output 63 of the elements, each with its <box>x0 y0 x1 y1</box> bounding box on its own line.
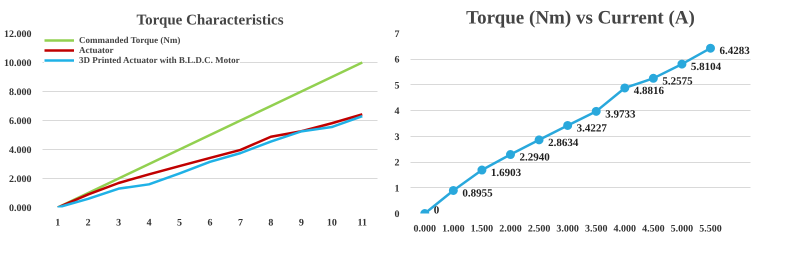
point <box>648 74 658 83</box>
point <box>592 106 601 116</box>
y-tick-label: 0 <box>394 209 400 220</box>
x-tick-label: 4.500 <box>642 224 665 234</box>
y-tick-label: 7 <box>394 29 400 40</box>
y-tick-label: 0.000 <box>9 203 32 214</box>
y-tick-label: 6.000 <box>9 116 32 127</box>
point <box>620 83 630 92</box>
data-label: 0 <box>434 204 440 216</box>
x-tick-label: 6 <box>208 218 212 228</box>
data-label: 6.4283 <box>720 45 750 58</box>
x-tick-label: 0.000 <box>414 224 436 234</box>
x-tick-label: 2.500 <box>528 224 550 234</box>
data-label: 5.8104 <box>690 61 722 74</box>
y-tick-label: 3 <box>394 132 400 143</box>
x-tick-label: 4 <box>146 218 152 228</box>
x-tick-label: 5 <box>177 218 182 228</box>
x-tick-label: 11 <box>358 218 367 228</box>
point <box>534 135 544 144</box>
data-label: 3.9733 <box>605 108 636 120</box>
y-tick-label: 1 <box>394 183 400 194</box>
data-label: 2.2940 <box>520 152 550 164</box>
y-tick-label: 12.000 <box>4 29 32 40</box>
y-tick-label: 2.000 <box>9 174 32 185</box>
chart-title: Torque (Nm) vs Current (A) <box>466 8 695 28</box>
data-label: 2.8634 <box>548 136 579 149</box>
data-label: 0.8955 <box>462 187 494 200</box>
x-tick-label: 1.000 <box>442 224 465 234</box>
y-tick-label: 10.000 <box>4 58 32 69</box>
x-tick-label: 3 <box>116 218 122 228</box>
data-label: 3.4227 <box>576 122 608 134</box>
x-tick-label: 5.000 <box>670 224 694 234</box>
x-tick-label: 7 <box>238 218 243 228</box>
x-tick-label: 1 <box>55 218 60 228</box>
data-label: 5.2575 <box>662 75 694 88</box>
x-tick-label: 9 <box>298 218 304 228</box>
x-tick-label: 5.500 <box>699 224 722 234</box>
data-label: 1.6903 <box>490 167 522 180</box>
legend-label: Commanded Torque (Nm) <box>79 35 180 45</box>
y-tick-label: 4 <box>394 106 400 118</box>
point <box>506 150 515 160</box>
point <box>477 166 486 175</box>
point <box>706 44 715 53</box>
x-tick-label: 8 <box>268 218 274 228</box>
legend-label: Actuator <box>79 45 114 55</box>
point <box>563 120 572 130</box>
x-tick-label: 1.500 <box>470 224 494 234</box>
chart-title: Torque Characteristics <box>136 12 284 28</box>
x-tick-label: 3.000 <box>556 224 579 234</box>
y-tick-label: 8.000 <box>9 87 32 98</box>
point <box>677 60 686 69</box>
legend-label: 3D Printed Actuator with B.L.D.C. Motor <box>79 55 240 65</box>
x-tick-label: 2 <box>86 218 91 228</box>
y-tick-label: 2 <box>394 158 400 169</box>
y-tick-label: 5 <box>394 80 400 92</box>
x-tick-label: 2.000 <box>499 224 522 234</box>
y-tick-label: 4.000 <box>9 145 32 156</box>
x-tick-label: 10 <box>326 218 337 228</box>
point <box>448 186 458 195</box>
data-label: 4.8816 <box>634 84 665 97</box>
y-tick-label: 6 <box>394 54 400 66</box>
x-tick-label: 4.000 <box>614 224 636 234</box>
x-tick-label: 3.500 <box>584 224 608 234</box>
